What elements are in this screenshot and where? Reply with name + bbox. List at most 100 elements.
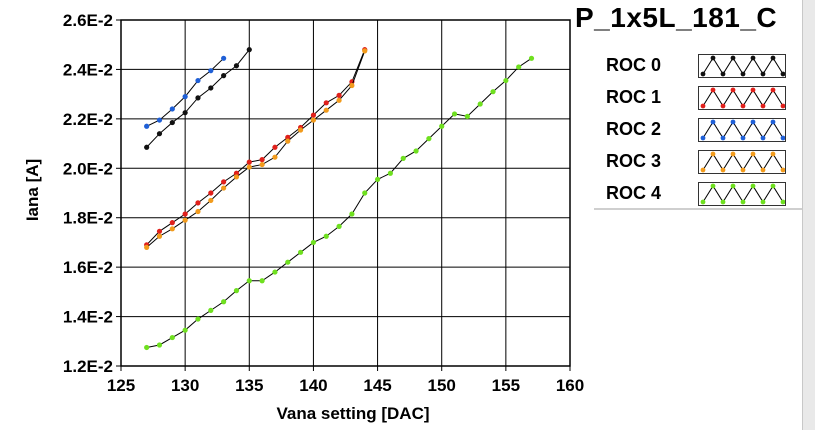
- data-point: [272, 154, 278, 160]
- data-point: [362, 48, 368, 54]
- data-point: [323, 233, 329, 239]
- data-point: [208, 68, 214, 74]
- legend-label: ROC 0: [606, 55, 662, 75]
- x-tick-label: 130: [171, 376, 199, 395]
- data-point: [182, 327, 188, 333]
- data-point: [221, 55, 227, 61]
- data-point: [400, 155, 406, 161]
- data-point: [362, 190, 368, 196]
- data-point: [156, 117, 163, 123]
- y-tick-label: 1.4E-2: [63, 308, 113, 327]
- data-point: [310, 112, 317, 118]
- data-point: [323, 100, 329, 106]
- y-tick-label: 1.6E-2: [63, 258, 113, 277]
- data-point: [246, 164, 252, 170]
- data-point: [169, 220, 175, 226]
- data-point: [298, 127, 304, 133]
- data-point: [336, 92, 342, 98]
- data-point: [477, 101, 483, 107]
- data-point: [285, 138, 291, 144]
- data-point: [336, 223, 342, 229]
- x-tick-label: 135: [235, 376, 263, 395]
- data-point: [182, 211, 188, 217]
- data-point: [246, 47, 252, 53]
- data-point: [182, 94, 188, 100]
- data-point: [156, 342, 163, 348]
- data-point: [233, 174, 240, 180]
- data-point: [426, 136, 432, 142]
- legend-swatch: [698, 182, 786, 206]
- data-point: [374, 176, 381, 183]
- data-point: [259, 161, 265, 168]
- data-point: [182, 217, 188, 223]
- legend-item-roc-2[interactable]: ROC 2: [594, 116, 802, 142]
- x-tick-label: 160: [556, 376, 584, 395]
- legend-item-roc-4[interactable]: ROC 4: [594, 180, 802, 206]
- data-point: [144, 144, 150, 150]
- y-tick-label: 1.2E-2: [63, 357, 113, 376]
- data-point: [144, 244, 150, 250]
- data-point: [310, 239, 317, 246]
- data-point: [285, 259, 291, 265]
- data-point: [208, 197, 214, 204]
- x-tick-label: 140: [299, 376, 327, 395]
- plot-frame: [120, 19, 571, 367]
- data-point: [349, 82, 355, 89]
- data-point: [169, 106, 175, 112]
- legend-swatch-graphic: [700, 55, 785, 77]
- data-point: [259, 278, 265, 284]
- data-point: [208, 307, 214, 313]
- series-roc-3: [144, 48, 368, 250]
- data-point: [195, 77, 201, 84]
- data-point: [208, 85, 214, 91]
- x-tick-label: 150: [428, 376, 456, 395]
- data-point: [246, 159, 252, 165]
- data-point: [195, 200, 201, 206]
- legend-swatch: [698, 54, 786, 78]
- data-point: [195, 95, 201, 101]
- data-point: [349, 211, 355, 217]
- y-tick-label: 1.8E-2: [63, 209, 113, 228]
- data-point: [298, 249, 304, 255]
- legend-swatch: [698, 118, 786, 142]
- chart-title: P_1x5L_181_C: [575, 2, 778, 33]
- legend-item-roc-1[interactable]: ROC 1: [594, 84, 802, 110]
- data-point: [516, 64, 522, 70]
- data-point: [233, 170, 240, 176]
- data-point: [221, 179, 227, 185]
- data-point: [156, 228, 163, 234]
- data-point: [413, 148, 419, 154]
- y-tick-label: 2.2E-2: [63, 110, 113, 129]
- data-point: [144, 123, 150, 129]
- data-point: [233, 288, 240, 294]
- x-tick-label: 155: [492, 376, 520, 395]
- data-point: [285, 134, 291, 140]
- plot-area: [121, 20, 570, 366]
- legend-item-roc-0[interactable]: ROC 0: [594, 52, 802, 78]
- data-point: [246, 278, 252, 284]
- data-point: [272, 269, 278, 275]
- legend-item-roc-3[interactable]: ROC 3: [594, 148, 802, 174]
- data-point: [156, 131, 163, 137]
- legend-swatch-graphic: [700, 183, 785, 205]
- data-point: [259, 157, 265, 163]
- data-point: [272, 144, 278, 150]
- x-tick-label: 145: [363, 376, 391, 395]
- data-point: [182, 110, 188, 116]
- data-point: [451, 111, 458, 117]
- data-point: [490, 89, 496, 95]
- data-point: [144, 344, 150, 351]
- legend-swatch: [698, 86, 786, 110]
- legend-swatch: [698, 150, 786, 174]
- data-point: [336, 97, 342, 103]
- y-axis-label: Iana [A]: [23, 159, 42, 221]
- data-point: [221, 185, 227, 191]
- y-tick-label: 2.4E-2: [63, 60, 113, 79]
- data-point: [169, 334, 175, 341]
- y-tick-label: 2.6E-2: [63, 11, 113, 30]
- legend-swatch-graphic: [700, 151, 785, 173]
- data-point: [169, 119, 175, 126]
- data-point: [221, 73, 227, 79]
